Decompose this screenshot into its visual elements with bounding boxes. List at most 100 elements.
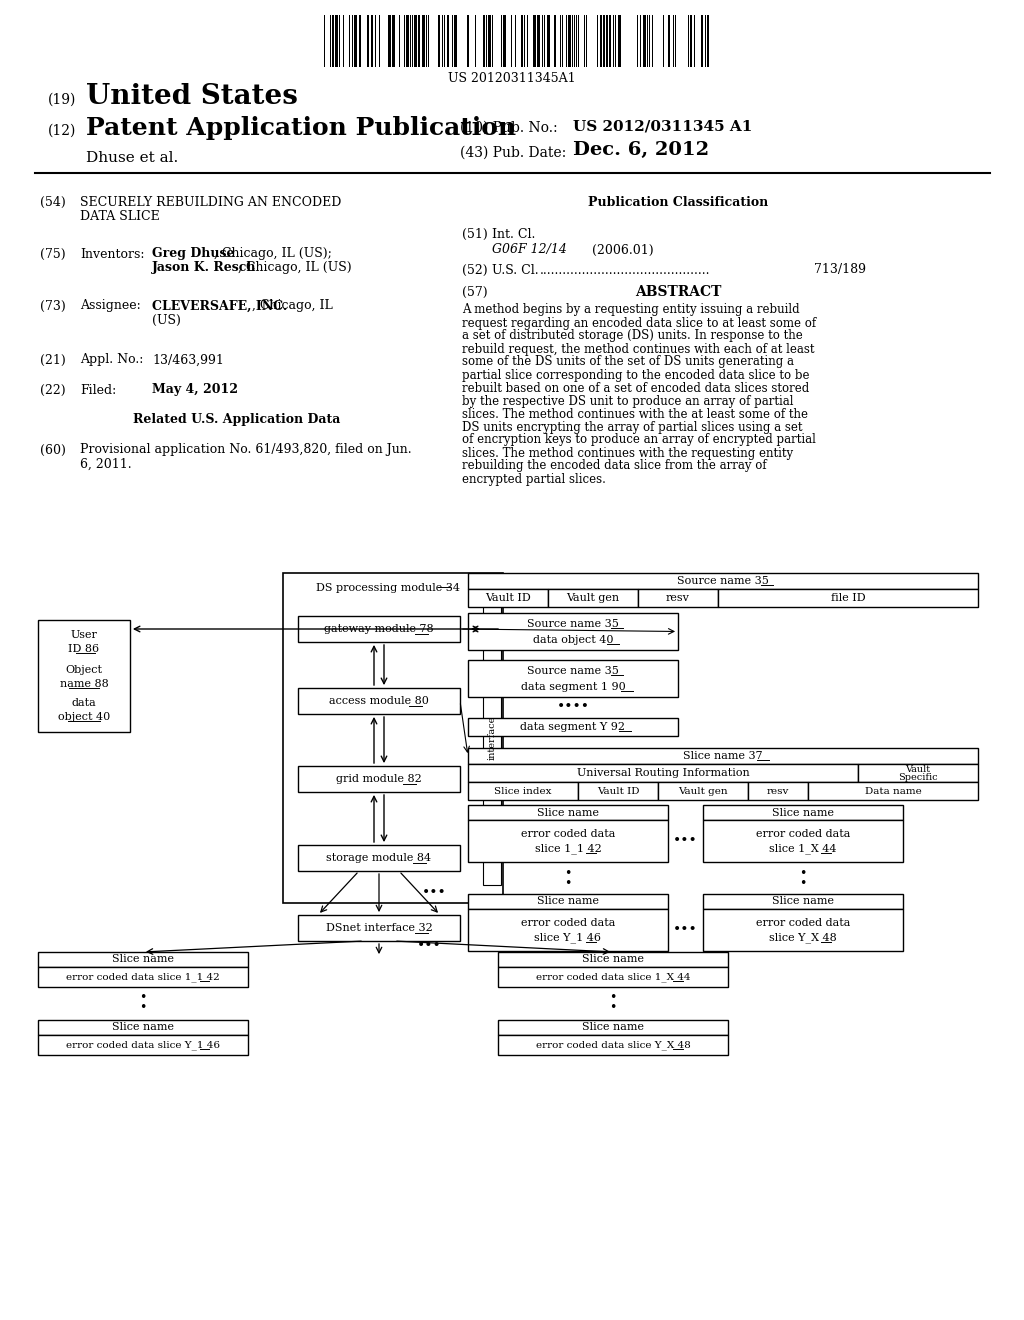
Bar [38, 952, 248, 968]
Bar [568, 15, 571, 67]
Text: (54): (54) [40, 195, 66, 209]
Bar [483, 15, 485, 67]
Bar [498, 1020, 728, 1035]
Text: •••: ••• [673, 834, 698, 847]
Bar [609, 15, 611, 67]
Text: resv: resv [666, 593, 690, 603]
Bar [283, 573, 503, 903]
Text: some of the DS units of the set of DS units generating a: some of the DS units of the set of DS un… [462, 355, 794, 368]
Bar [467, 15, 469, 67]
Text: Slice name: Slice name [112, 1023, 174, 1032]
Text: Assignee:: Assignee: [80, 300, 140, 313]
Text: slice 1_1 42: slice 1_1 42 [535, 843, 601, 854]
Text: (21): (21) [40, 354, 66, 367]
Text: object 40: object 40 [58, 711, 111, 722]
Bar [418, 15, 420, 67]
Text: interface: interface [487, 715, 497, 760]
Text: (19): (19) [48, 92, 77, 107]
Text: (2006.01): (2006.01) [592, 243, 653, 256]
Bar [858, 764, 978, 781]
Bar [447, 15, 449, 67]
Text: Patent Application Publication: Patent Application Publication [86, 116, 516, 140]
Text: Vault ID: Vault ID [485, 593, 530, 603]
Bar [701, 15, 703, 67]
Text: ............................................: ........................................… [540, 264, 711, 276]
Text: data: data [72, 698, 96, 708]
Bar [414, 15, 417, 67]
Text: Source name 35: Source name 35 [677, 576, 769, 586]
Text: error coded data: error coded data [756, 917, 850, 928]
Text: •: • [609, 1002, 616, 1015]
Bar [298, 845, 460, 871]
Bar [703, 820, 903, 862]
Text: Vault: Vault [905, 764, 931, 774]
Bar [606, 15, 608, 67]
Text: 713/189: 713/189 [814, 264, 866, 276]
Text: error coded data slice Y_X 48: error coded data slice Y_X 48 [536, 1040, 690, 1049]
Bar [354, 15, 357, 67]
Text: Slice name: Slice name [582, 1023, 644, 1032]
Bar [468, 573, 978, 589]
Text: slice 1_X 44: slice 1_X 44 [769, 843, 837, 854]
Bar [468, 718, 678, 737]
Text: Vault gen: Vault gen [678, 787, 728, 796]
Bar [438, 15, 440, 67]
Text: •••: ••• [422, 886, 446, 900]
Bar [703, 894, 903, 909]
Bar [388, 15, 391, 67]
Bar [483, 591, 501, 884]
Bar [38, 620, 130, 733]
Text: US 2012/0311345 A1: US 2012/0311345 A1 [573, 120, 753, 135]
Text: by the respective DS unit to produce an array of partial: by the respective DS unit to produce an … [462, 395, 794, 408]
Bar [468, 894, 668, 909]
Bar [468, 764, 858, 781]
Text: •: • [564, 876, 571, 890]
Text: (75): (75) [40, 248, 66, 260]
Bar [703, 805, 903, 820]
Text: CLEVERSAFE, INC.: CLEVERSAFE, INC. [152, 300, 288, 313]
Bar [332, 15, 334, 67]
Bar [468, 781, 578, 800]
Text: A method begins by a requesting entity issuing a rebuild: A method begins by a requesting entity i… [462, 304, 800, 317]
Text: U.S. Cl.: U.S. Cl. [492, 264, 539, 276]
Text: , Chicago, IL (US): , Chicago, IL (US) [238, 261, 351, 275]
Bar [488, 15, 490, 67]
Text: Data name: Data name [864, 787, 922, 796]
Text: error coded data: error coded data [756, 829, 850, 840]
Text: Slice name: Slice name [772, 808, 834, 817]
Text: Slice name 37: Slice name 37 [683, 751, 763, 762]
Text: rebuild request, the method continues with each of at least: rebuild request, the method continues wi… [462, 342, 814, 355]
Text: gateway module 78: gateway module 78 [325, 624, 434, 634]
Text: G06F 12/14: G06F 12/14 [492, 243, 567, 256]
Text: •: • [800, 876, 807, 890]
Text: slices. The method continues with the requesting entity: slices. The method continues with the re… [462, 446, 794, 459]
Text: request regarding an encoded data slice to at least some of: request regarding an encoded data slice … [462, 317, 816, 330]
Text: Inventors:: Inventors: [80, 248, 144, 260]
Text: 13/463,991: 13/463,991 [152, 354, 224, 367]
Bar [359, 15, 361, 67]
Text: Slice name: Slice name [112, 954, 174, 965]
Bar [638, 589, 718, 607]
Text: Dec. 6, 2012: Dec. 6, 2012 [573, 141, 710, 158]
Text: data segment 1 90: data segment 1 90 [520, 682, 626, 692]
Text: Source name 35: Source name 35 [527, 667, 618, 676]
Text: Source name 35: Source name 35 [527, 619, 618, 630]
Bar [498, 952, 728, 968]
Bar [554, 15, 556, 67]
Text: data segment Y 92: data segment Y 92 [520, 722, 626, 733]
Bar [690, 15, 692, 67]
Text: data object 40: data object 40 [532, 635, 613, 645]
Text: resv: resv [767, 787, 790, 796]
Text: SECURELY REBUILDING AN ENCODED: SECURELY REBUILDING AN ENCODED [80, 195, 341, 209]
Text: (12): (12) [48, 124, 77, 139]
Text: slice Y_X 48: slice Y_X 48 [769, 933, 837, 944]
Text: User: User [71, 630, 97, 640]
Text: •••: ••• [673, 923, 698, 937]
Text: , Chicago, IL: , Chicago, IL [252, 300, 333, 313]
Text: •: • [564, 866, 571, 879]
Text: DS units encrypting the array of partial slices using a set: DS units encrypting the array of partial… [462, 421, 803, 433]
Bar [718, 589, 978, 607]
Bar [703, 909, 903, 950]
Text: Greg Dhuse: Greg Dhuse [152, 248, 234, 260]
Bar [668, 15, 670, 67]
